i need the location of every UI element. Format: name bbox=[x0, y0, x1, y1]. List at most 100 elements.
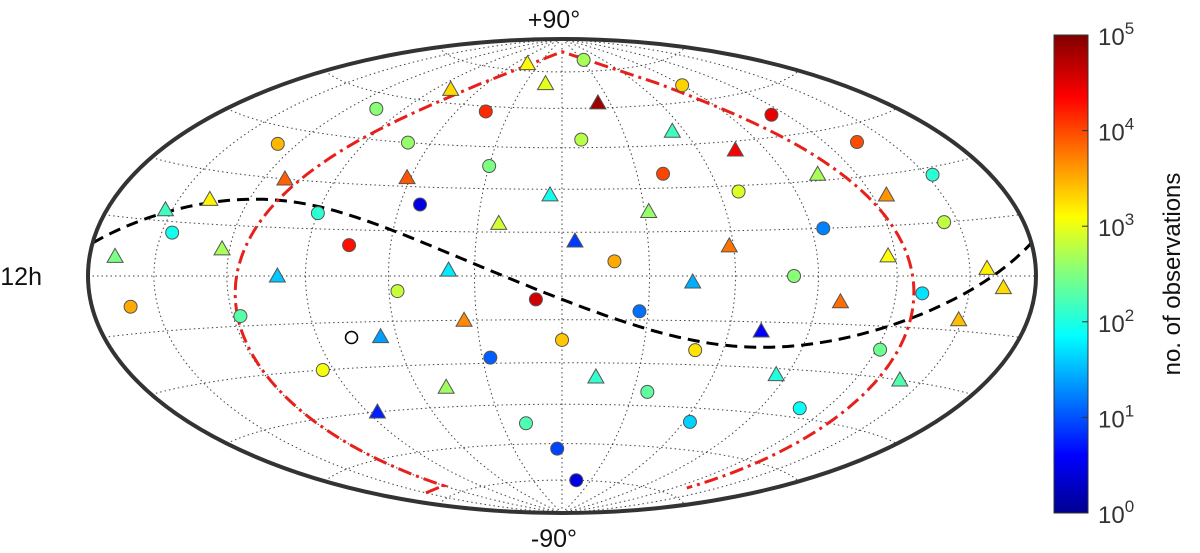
data-point-triangle bbox=[879, 246, 897, 263]
data-point-triangle bbox=[994, 278, 1013, 295]
meridian-line bbox=[561, 39, 737, 513]
data-point-triangle bbox=[726, 140, 745, 157]
data-point-triangle bbox=[566, 231, 584, 248]
data-point-triangle bbox=[587, 367, 605, 384]
data-point-triangle bbox=[398, 168, 416, 185]
data-point-circle bbox=[576, 52, 591, 67]
data-point-circle bbox=[688, 343, 703, 358]
data-point-circle bbox=[873, 342, 888, 357]
data-point-circle bbox=[528, 292, 543, 307]
data-point-triangle bbox=[368, 402, 387, 419]
data-point-triangle bbox=[213, 239, 231, 256]
left-ra-label: -12h bbox=[0, 263, 42, 291]
colorbar-gradient bbox=[1053, 34, 1089, 514]
data-point-triangle bbox=[441, 80, 460, 96]
meridian-line bbox=[226, 39, 563, 513]
data-point-circle bbox=[555, 332, 569, 347]
data-point-circle bbox=[850, 135, 865, 150]
colorbar-tick-label: 102 bbox=[1098, 306, 1134, 338]
data-point-circle bbox=[816, 221, 831, 236]
data-point-circle bbox=[519, 416, 534, 431]
meridian-line bbox=[561, 39, 898, 513]
data-point-circle bbox=[315, 363, 330, 378]
data-point-triangle bbox=[890, 370, 909, 387]
coordinate-grid bbox=[88, 39, 1036, 513]
data-points bbox=[106, 52, 1013, 488]
bottom-dec-label: -90° bbox=[531, 525, 577, 553]
data-point-circle bbox=[310, 206, 325, 221]
data-point-circle bbox=[925, 167, 940, 182]
data-point-circle bbox=[731, 184, 746, 199]
reference-curves bbox=[91, 50, 1033, 495]
colorbar-tick-label: 104 bbox=[1098, 115, 1134, 147]
data-point-triangle bbox=[720, 236, 739, 253]
meridian-line bbox=[153, 39, 563, 513]
meridian-line bbox=[387, 39, 563, 513]
meridian-line bbox=[561, 39, 820, 513]
data-point-circle bbox=[270, 136, 285, 151]
data-point-circle bbox=[342, 238, 357, 253]
data-point-triangle bbox=[371, 327, 390, 344]
data-point-circle bbox=[607, 254, 622, 269]
data-point-triangle bbox=[541, 185, 559, 202]
galactic-plane-curve bbox=[233, 50, 916, 495]
data-point-triangle bbox=[268, 266, 287, 283]
data-point-triangle bbox=[106, 247, 124, 263]
ecliptic-curve bbox=[91, 197, 1033, 349]
parallel-line bbox=[104, 214, 1020, 233]
data-point-circle bbox=[675, 78, 690, 93]
data-point-triangle bbox=[683, 272, 702, 289]
parallel-line bbox=[226, 403, 898, 445]
data-point-triangle bbox=[767, 365, 786, 382]
meridian-line bbox=[561, 39, 971, 513]
data-point-triangle bbox=[639, 202, 658, 218]
data-point-triangle bbox=[437, 378, 456, 394]
data-point-circle bbox=[165, 225, 180, 240]
data-point-circle bbox=[233, 309, 248, 324]
data-point-circle bbox=[937, 215, 952, 230]
data-point-circle bbox=[792, 401, 807, 416]
parallel-line bbox=[151, 157, 973, 190]
data-point-triangle bbox=[831, 292, 850, 309]
data-point-circle bbox=[390, 284, 405, 299]
data-point-triangle bbox=[276, 169, 294, 186]
data-point-triangle bbox=[156, 200, 175, 217]
map-frame bbox=[86, 37, 1038, 515]
data-point-triangle bbox=[949, 310, 968, 327]
colorbar-tick-label: 103 bbox=[1098, 210, 1134, 242]
data-point-circle bbox=[400, 135, 415, 150]
data-point-triangle bbox=[663, 122, 682, 138]
colorbar-tick-label: 100 bbox=[1098, 497, 1134, 529]
data-point-triangle bbox=[978, 259, 996, 275]
data-point-circle bbox=[632, 304, 647, 319]
parallel-line bbox=[151, 362, 973, 395]
data-point-circle bbox=[482, 159, 497, 174]
data-point-triangle bbox=[877, 185, 896, 202]
colorbar: 100 101 102 103 104 105 no. of observations bbox=[1053, 19, 1186, 529]
data-point-circle bbox=[369, 101, 384, 116]
data-point-triangle bbox=[589, 93, 607, 110]
data-point-circle bbox=[550, 441, 565, 456]
parallel-line bbox=[226, 107, 898, 149]
data-point-triangle bbox=[439, 261, 458, 277]
data-point-triangle bbox=[808, 165, 827, 181]
data-point-triangle bbox=[489, 214, 508, 230]
data-point-triangle bbox=[752, 322, 771, 338]
colorbar-label: no. of observations bbox=[1159, 173, 1186, 376]
data-point-circle bbox=[483, 350, 498, 365]
data-point-circle bbox=[574, 132, 589, 147]
data-point-circle bbox=[123, 299, 138, 314]
data-point-circle bbox=[764, 107, 779, 122]
parallel-line bbox=[104, 319, 1020, 338]
data-point-circle bbox=[569, 473, 584, 488]
data-point-circle bbox=[787, 269, 802, 283]
data-point-circle bbox=[413, 197, 428, 212]
data-point-triangle bbox=[518, 54, 537, 71]
data-point-circle bbox=[478, 104, 493, 119]
top-dec-label: +90° bbox=[528, 6, 580, 34]
reference-marker bbox=[344, 330, 359, 345]
data-point-circle bbox=[656, 166, 671, 181]
data-point-triangle bbox=[200, 190, 219, 206]
